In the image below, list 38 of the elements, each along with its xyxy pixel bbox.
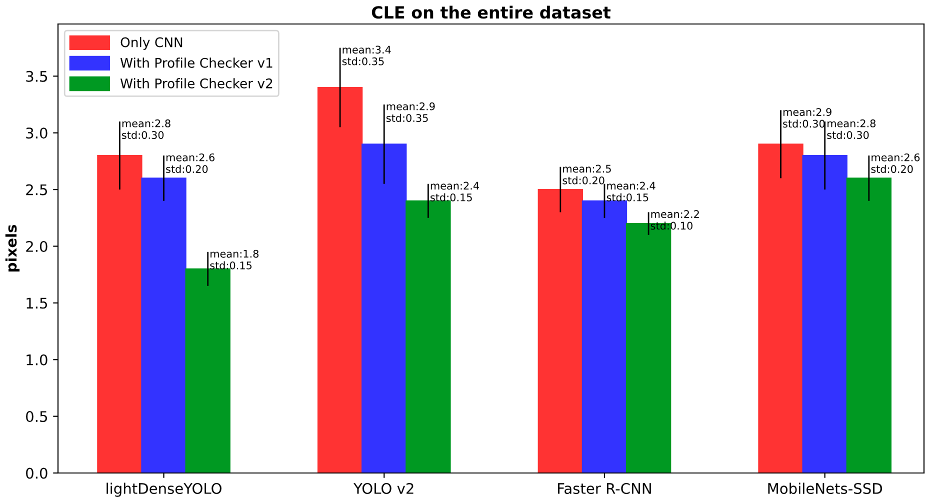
- y-tick-label: 1.5: [26, 298, 48, 309]
- data-label: mean:2.8 std:0.30: [122, 119, 170, 139]
- data-label: mean:3.4 std:0.35: [342, 46, 391, 66]
- y-tick-label: 3.5: [26, 70, 48, 82]
- x-tick-label: MobileNets-SSD: [768, 482, 882, 494]
- bar: [97, 154, 142, 473]
- y-tick-label: 0.5: [26, 411, 48, 422]
- y-tick-label: 2.5: [26, 184, 48, 196]
- x-tick-label: YOLO v2: [353, 482, 414, 494]
- x-tick-label: lightDenseYOLO: [106, 482, 222, 497]
- bar: [141, 178, 186, 473]
- chart-title: CLE on the entire dataset: [372, 6, 611, 19]
- data-label: mean:1.8 std:0.15: [210, 250, 259, 270]
- y-tick-label: 1.0: [26, 354, 48, 366]
- legend-label: Only CNN: [120, 37, 182, 50]
- y-tick-label: 2.0: [26, 240, 48, 252]
- bar: [538, 188, 584, 473]
- y-axis-title: pixels: [5, 224, 20, 272]
- data-label: mean:2.4 std:0.15: [606, 182, 656, 202]
- y-tick-label: 0.0: [26, 468, 48, 479]
- bar: [185, 268, 230, 473]
- data-label: mean:2.6 std:0.20: [166, 153, 214, 173]
- y-tick-label: 3.0: [26, 128, 48, 139]
- x-tick-label: Faster R-CNN: [558, 482, 651, 494]
- data-label: mean:2.5 std:0.20: [562, 164, 611, 184]
- data-label: mean:2.4 std:0.15: [430, 182, 479, 202]
- bar: [406, 200, 451, 473]
- bar: [758, 144, 804, 473]
- bar: [846, 178, 892, 473]
- data-label: mean:2.9 std:0.35: [386, 102, 435, 122]
- bar: [802, 154, 848, 473]
- legend-label: With Profile Checker v1: [120, 58, 272, 68]
- data-label: mean:2.6 std:0.20: [871, 153, 920, 173]
- legend-label: With Profile Checker v2: [120, 78, 272, 88]
- bar: [317, 86, 363, 473]
- bar: [362, 144, 407, 473]
- data-label: mean:2.8 std:0.30: [827, 119, 876, 139]
- bar: [582, 200, 628, 473]
